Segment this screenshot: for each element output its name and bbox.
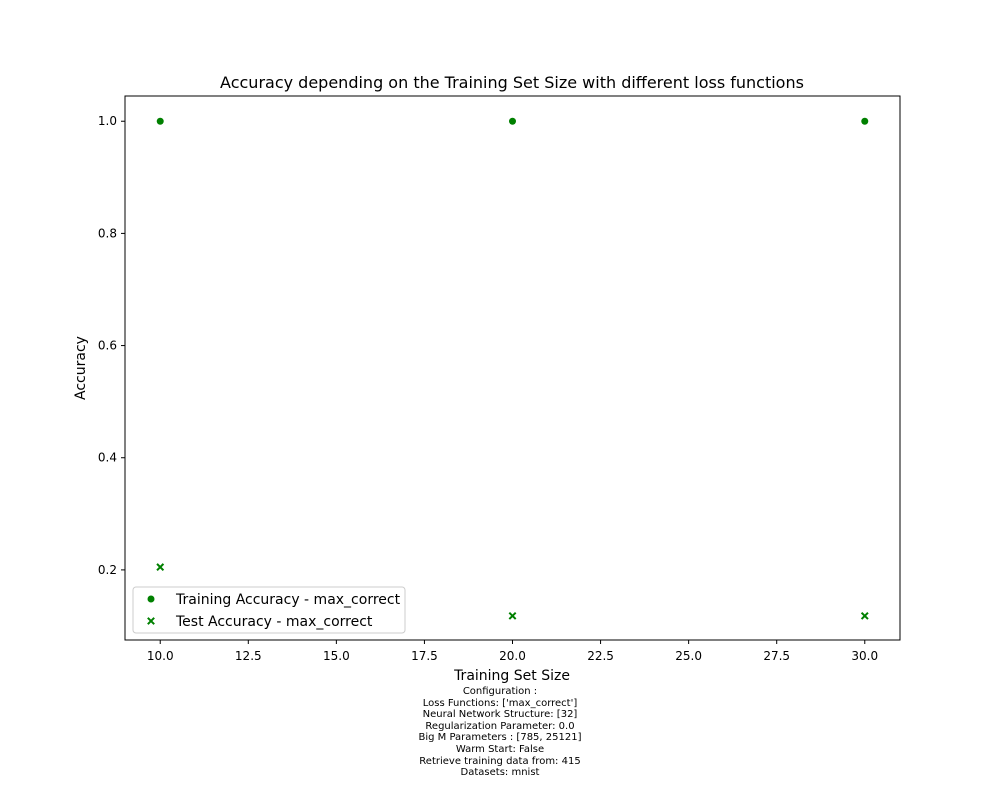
caption-line: Retrieve training data from: 415 [419,755,581,767]
x-tick-label: 22.5 [587,649,614,663]
legend-label: Test Accuracy - max_correct [175,614,373,630]
x-tick-label: 15.0 [323,649,350,663]
test-accuracy-point [860,611,869,620]
y-tick-label: 1.0 [98,114,117,128]
caption-line: Big M Parameters : [785, 25121] [418,732,582,744]
legend-label: Training Accuracy - max_correct [175,592,401,608]
x-tick-label: 30.0 [851,649,878,663]
y-tick-label: 0.8 [98,226,117,240]
test-accuracy-point [508,611,517,620]
training-accuracy-point [509,117,516,125]
caption-line: Datasets: mnist [460,767,540,779]
caption-line: Warm Start: False [455,743,545,755]
plot-area: 10.0 12.5 15.0 17.5 20.0 22.5 25.0 27.5 30.0 0.2 0… [98,95,901,663]
y-tick-label: 0.4 [98,451,117,465]
caption-line: Regularization Parameter: 0.0 [425,720,575,732]
x-tick-label: 17.5 [411,649,438,663]
x-tick-label: 20.0 [499,649,526,663]
y-axis-label: Accuracy [73,336,89,400]
training-accuracy-point [156,117,164,125]
configuration-caption: Configuration : Loss Functions: ['max_cor… [0,686,1000,779]
legend-marker-test [147,617,155,625]
training-accuracy-point [861,117,869,125]
legend-marker-training [147,595,155,603]
x-axis-label: Training Set Size [453,668,570,684]
caption-line: Neural Network Structure: [32] [422,709,578,721]
x-tick-label: 27.5 [763,649,790,663]
caption-line: Configuration : [462,686,538,697]
y-tick-label: 0.6 [98,339,117,353]
legend-box [132,586,406,634]
x-tick-label: 12.5 [235,649,262,663]
chart-title: Accuracy depending on the Training Set S… [220,73,804,92]
test-accuracy-point [156,563,165,572]
x-tick-label: 25.0 [675,649,702,663]
caption-line: Loss Functions: ['max_correct'] [422,697,578,709]
x-tick-label: 10.0 [147,649,174,663]
y-tick-label: 0.2 [98,563,117,577]
